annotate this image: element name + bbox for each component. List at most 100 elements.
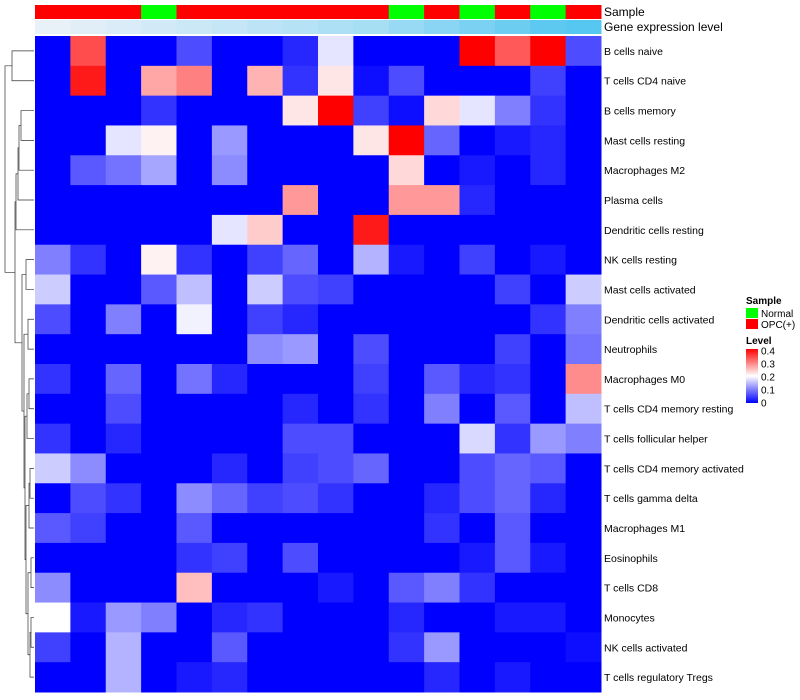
heatmap-cell — [565, 36, 602, 67]
heatmap-cell — [211, 65, 248, 97]
heatmap-cell — [494, 244, 531, 276]
gene-expression-annotation-cell — [318, 20, 354, 34]
heatmap-cell — [424, 65, 460, 97]
heatmap-cell — [353, 632, 390, 663]
heatmap-cell — [35, 662, 71, 693]
heatmap-cell — [530, 95, 567, 126]
heatmap-cell — [318, 513, 354, 544]
heatmap-cell — [176, 185, 213, 216]
heatmap-cell — [353, 244, 390, 276]
heatmap-cell — [530, 364, 567, 395]
heatmap-cell — [141, 542, 177, 574]
heatmap-cell — [247, 632, 284, 663]
heatmap-cell — [247, 662, 284, 693]
heatmap-cell — [530, 155, 567, 186]
heatmap-cell — [353, 304, 390, 335]
heatmap-cell — [388, 662, 425, 693]
heatmap-cell — [141, 334, 177, 365]
heatmap-cell — [211, 125, 248, 156]
gene-expression-annotation-label: Gene expression level — [604, 20, 723, 34]
heatmap-cell — [35, 364, 71, 395]
heatmap-cell — [70, 36, 107, 67]
heatmap-cell — [459, 632, 496, 663]
heatmap-cell — [70, 274, 107, 305]
heatmap-cell — [70, 155, 107, 186]
heatmap-cell — [282, 453, 319, 484]
heatmap-cell — [459, 423, 496, 454]
heatmap-cell — [70, 572, 107, 604]
heatmap-cell — [494, 304, 531, 335]
sample-annotation-cell — [424, 5, 460, 19]
sample-annotation-bar — [35, 5, 602, 19]
heatmap-cell — [70, 423, 107, 454]
legend-level-tick-label: 0.1 — [761, 386, 775, 397]
heatmap-cell — [565, 185, 602, 216]
heatmap-cell — [105, 542, 142, 574]
heatmap-cell — [459, 185, 496, 216]
heatmap-cell — [424, 155, 460, 186]
gene-expression-annotation-cell — [176, 20, 213, 34]
heatmap-cell — [318, 423, 354, 454]
row-label: Macrophages M2 — [604, 165, 685, 177]
heatmap-cell — [176, 214, 213, 246]
heatmap-cell — [176, 364, 213, 395]
heatmap-cell — [353, 393, 390, 425]
heatmap-cell — [105, 393, 142, 425]
heatmap-cell — [211, 602, 248, 633]
heatmap-cell — [141, 602, 177, 633]
heatmap-cell — [530, 393, 567, 425]
heatmap-cell — [176, 155, 213, 186]
dendrogram-branch — [17, 147, 34, 201]
heatmap-cell — [459, 214, 496, 246]
row-label: T cells CD4 memory activated — [604, 463, 744, 475]
heatmap-cell — [353, 542, 390, 574]
heatmap-cell — [565, 304, 602, 335]
heatmap-cell — [282, 423, 319, 454]
heatmap-cell — [141, 95, 177, 126]
heatmap-cell — [282, 513, 319, 544]
heatmap-cell — [141, 304, 177, 335]
heatmap-cell — [70, 65, 107, 97]
heatmap-cell — [70, 662, 107, 693]
heatmap-cell — [530, 244, 567, 276]
heatmap-cell — [494, 513, 531, 544]
heatmap-cell — [35, 513, 71, 544]
heatmap-cell — [388, 36, 425, 67]
heatmap-cell — [141, 662, 177, 693]
heatmap-cell — [388, 602, 425, 633]
heatmap-cell — [494, 36, 531, 67]
heatmap-cell — [176, 244, 213, 276]
heatmap-cell — [105, 36, 142, 67]
heatmap-cell — [282, 65, 319, 97]
heatmap-cell — [35, 483, 71, 514]
heatmap-cell — [282, 662, 319, 693]
heatmap-cell — [35, 244, 71, 276]
heatmap-cell — [35, 125, 71, 156]
heatmap-cell — [353, 334, 390, 365]
heatmap-cell — [353, 274, 390, 305]
heatmap-cell — [35, 542, 71, 574]
heatmap-cell — [35, 602, 71, 633]
heatmap-cell — [459, 602, 496, 633]
heatmap-cell — [318, 483, 354, 514]
heatmap-cell — [388, 423, 425, 454]
heatmap-cell — [35, 36, 71, 67]
heatmap-cell — [530, 572, 567, 604]
heatmap-cell — [211, 513, 248, 544]
heatmap-cell — [105, 214, 142, 246]
gene-expression-annotation-cell — [353, 20, 390, 34]
heatmap-cell — [318, 125, 354, 156]
heatmap-cell — [424, 274, 460, 305]
sample-annotation-cell — [353, 5, 390, 19]
gene-expression-annotation-cell — [247, 20, 284, 34]
heatmap-cell — [353, 483, 390, 514]
heatmap-cell — [565, 602, 602, 633]
heatmap-cell — [247, 155, 284, 186]
dendrogram-branch — [25, 505, 29, 615]
heatmap-cell — [459, 125, 496, 156]
heatmap-cell — [388, 65, 425, 97]
heatmap-cell — [211, 662, 248, 693]
heatmap-cell — [35, 423, 71, 454]
sample-annotation-cell — [565, 5, 602, 19]
heatmap-cell — [459, 274, 496, 305]
